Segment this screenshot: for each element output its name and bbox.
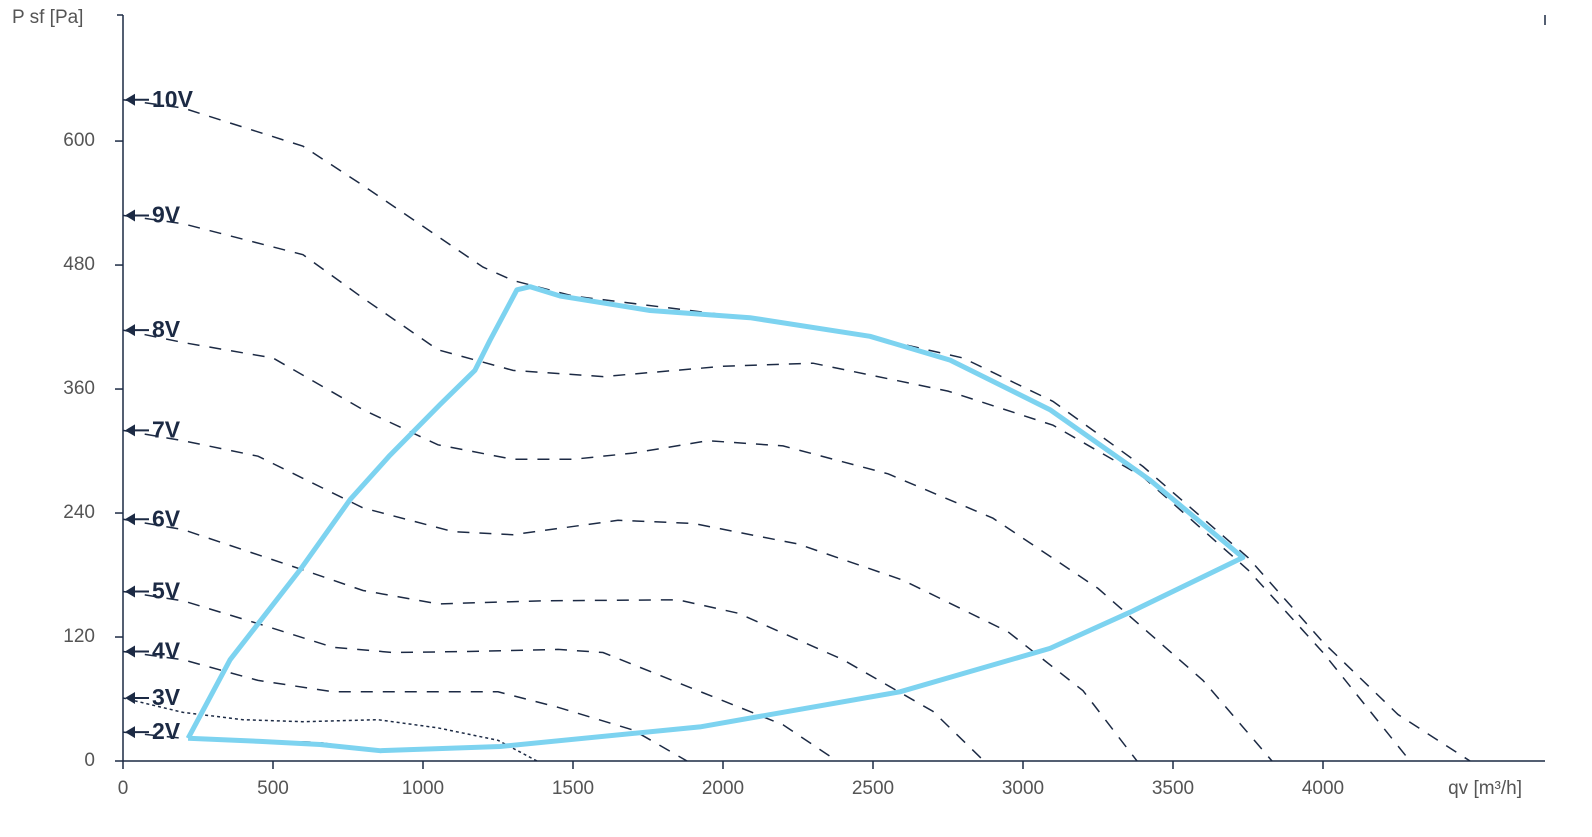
label-arrow-head <box>125 93 135 106</box>
label-arrow-head <box>125 645 135 658</box>
legend-label: 5V <box>152 578 181 604</box>
voltage-curve <box>122 329 1273 762</box>
y-tick-label: 360 <box>63 378 95 399</box>
x-tick-label: 2500 <box>852 778 894 799</box>
y-tick-label: 0 <box>84 750 95 771</box>
voltage-curve <box>122 697 538 762</box>
label-arrow-head <box>125 585 135 598</box>
y-tick-label: 600 <box>63 130 95 151</box>
label-arrow-head <box>125 209 135 222</box>
legend-label: 7V <box>152 416 181 442</box>
x-axis-label: qv [m³/h] <box>1448 778 1522 799</box>
x-tick-label: 1500 <box>552 778 594 799</box>
label-arrow-head <box>125 513 135 526</box>
legend-label: 4V <box>152 638 181 664</box>
y-axis-label: P sf [Pa] <box>12 7 83 28</box>
label-arrow-head <box>125 424 135 437</box>
operating-envelope <box>185 284 1246 754</box>
voltage-curve <box>122 98 1471 762</box>
legend-label: 10V <box>152 86 194 112</box>
label-arrow-head <box>125 324 135 337</box>
legend-label: 9V <box>152 202 181 228</box>
y-tick-label: 480 <box>63 254 95 275</box>
x-tick-label: 0 <box>118 778 129 799</box>
legend-label: 3V <box>152 684 181 710</box>
x-tick-label: 3500 <box>1152 778 1194 799</box>
label-arrow-head <box>125 726 135 739</box>
legend-label: 2V <box>152 718 181 744</box>
voltage-curve <box>122 518 985 762</box>
label-arrow-head <box>125 691 135 704</box>
voltage-curve <box>122 590 838 762</box>
x-tick-label: 4000 <box>1302 778 1344 799</box>
x-tick-label: 2000 <box>702 778 744 799</box>
legend-label: 6V <box>152 505 181 531</box>
y-tick-label: 240 <box>63 502 95 523</box>
y-tick-label: 120 <box>63 626 95 647</box>
x-tick-label: 1000 <box>402 778 444 799</box>
voltage-curve <box>122 429 1138 762</box>
x-tick-label: 3000 <box>1002 778 1044 799</box>
x-tick-label: 500 <box>257 778 289 799</box>
voltage-curve <box>122 650 688 762</box>
legend-label: 8V <box>152 316 181 342</box>
voltage-curve <box>122 214 1411 762</box>
